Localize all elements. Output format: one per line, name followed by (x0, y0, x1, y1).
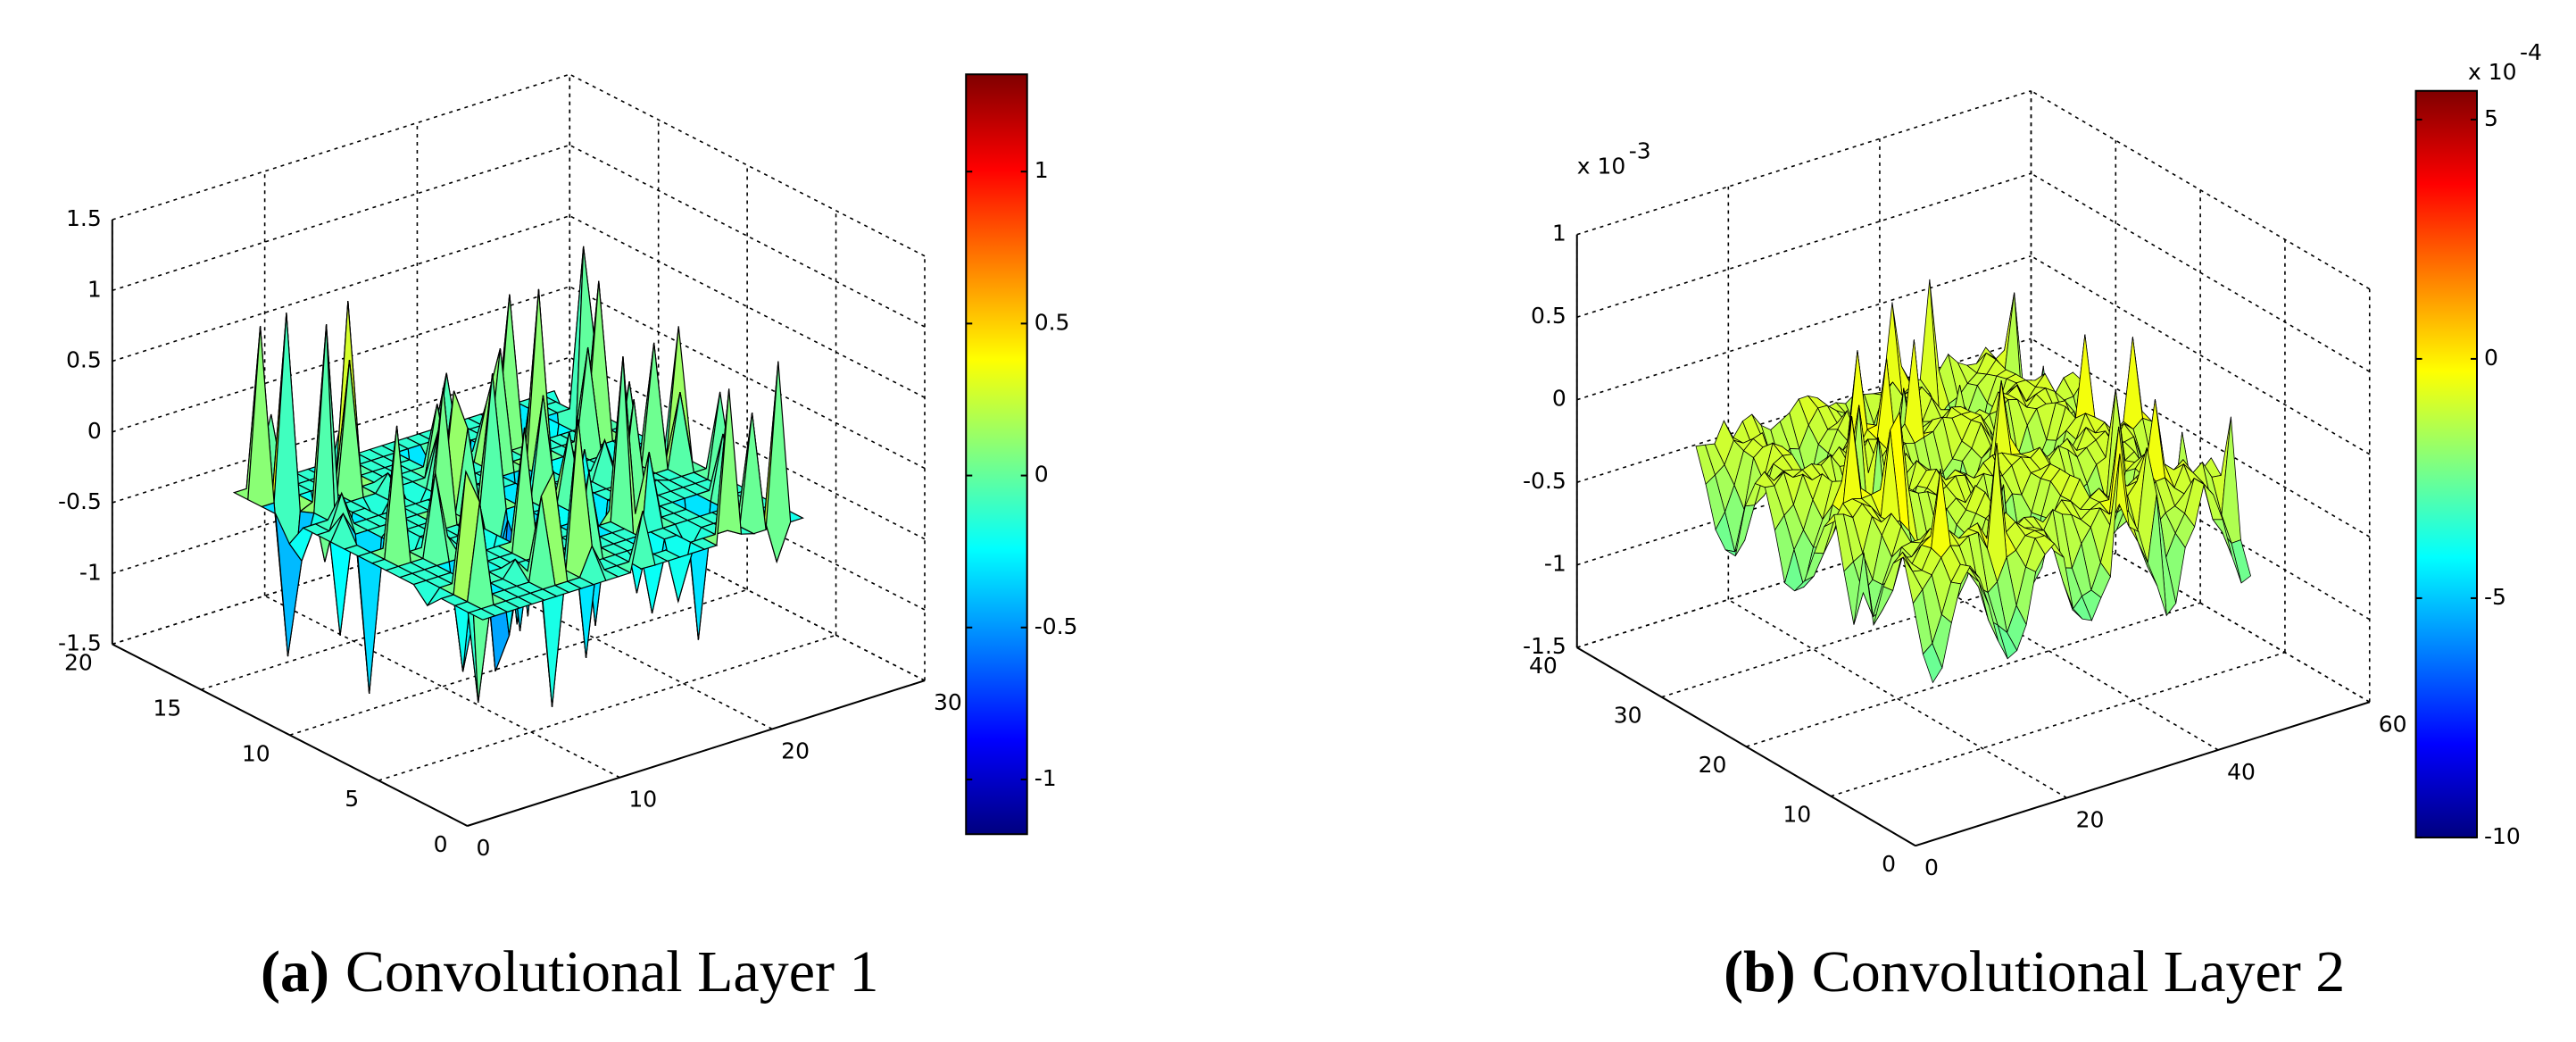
caption: (b) Convolutional Layer 2 (1724, 939, 2345, 1004)
colorbar-tick-label: 0.5 (1035, 309, 1070, 335)
grid-line (1830, 651, 2286, 797)
grid-line (378, 634, 836, 781)
x-tick-label: 0 (1924, 854, 1939, 880)
grid-line (1661, 552, 2116, 698)
colorbar-tick-label: -10 (2484, 823, 2521, 849)
grid-line (112, 144, 570, 292)
y-tick-label: 0 (1882, 851, 1896, 877)
colorbar (965, 73, 1028, 836)
colorbar-tick-label: 0 (2484, 345, 2498, 371)
grid-line (1576, 254, 2032, 401)
z-tick-label: -1.5 (1523, 633, 1566, 659)
x-tick-label: 40 (2227, 759, 2256, 785)
y-tick-label: 20 (64, 650, 93, 676)
y-tick-label: 15 (153, 695, 181, 721)
z-tick-label: -1.5 (58, 630, 102, 656)
grid-line (1576, 89, 2032, 236)
z-tick-label: 0.5 (66, 347, 102, 373)
x-tick-label: 10 (628, 787, 657, 813)
surface-illustration (1695, 279, 2252, 684)
grid-line (2031, 503, 2371, 703)
caption: (a) Convolutional Layer 1 (261, 939, 879, 1004)
surface-patch (1922, 642, 1943, 684)
grid-line (112, 214, 570, 363)
y-tick-label: 10 (1782, 802, 1811, 828)
colorbar-tick-label: 1 (1035, 157, 1049, 183)
axis-line (467, 679, 926, 827)
z-tick-label: 0 (1552, 386, 1566, 412)
surface-illustration (232, 246, 805, 707)
caption-text: Convolutional Layer 2 (1812, 939, 2346, 1004)
z-tick-label: -1 (79, 559, 102, 585)
colorbar-tick-label: -0.5 (1035, 613, 1078, 639)
z-tick-label: -1 (1544, 551, 1566, 577)
z-tick-label: 1 (87, 276, 102, 302)
y-tick-label: 0 (434, 831, 448, 857)
axis-line (1576, 646, 1916, 847)
colorbar-multiplier-exponent: -4 (2520, 39, 2542, 65)
grid-line (1879, 551, 2219, 751)
y-tick-label: 10 (242, 740, 270, 766)
grid-line (1746, 602, 2201, 747)
grid-line (2031, 255, 2371, 455)
x-tick-label: 20 (781, 738, 810, 763)
x-tick-label: 0 (477, 835, 491, 861)
z-tick-label: 0.5 (1531, 303, 1566, 329)
y-tick-label: 30 (1614, 703, 1642, 729)
caption-text: Convolutional Layer 1 (345, 939, 879, 1004)
z-tick-label: 1.5 (66, 205, 102, 231)
colorbar-multiplier: x 10 (2468, 59, 2517, 85)
colorbar-tick-label: -5 (2484, 584, 2506, 610)
grid-line (2031, 172, 2371, 372)
colorbar-tick-label: 0 (1035, 462, 1049, 488)
z-tick-label: -0.5 (1523, 468, 1566, 494)
y-tick-label: 20 (1699, 752, 1727, 778)
surface-patch (467, 608, 497, 621)
axis-line (112, 643, 469, 827)
grid-line (2031, 338, 2371, 538)
axis-line (1915, 701, 2371, 847)
x-tick-label: 30 (934, 689, 962, 715)
grid-line (2031, 421, 2371, 621)
grid-line (2031, 90, 2371, 290)
grid-line (264, 595, 620, 779)
colorbar (2414, 89, 2479, 838)
surface-patch (2123, 337, 2143, 430)
grid-line (569, 73, 926, 257)
surface-patch (763, 361, 792, 564)
z-tick-label: -0.5 (58, 488, 102, 514)
panel-label: (b) (1724, 939, 1796, 1004)
z-tick-label: 1 (1552, 221, 1566, 246)
z-multiplier-exponent: -3 (1629, 138, 1651, 164)
grid-line (569, 286, 926, 470)
grid-line (569, 144, 926, 328)
grid-line (569, 215, 926, 398)
z-multiplier: x 10 (1577, 154, 1626, 179)
surface-patch (356, 544, 384, 694)
y-tick-label: 5 (345, 786, 359, 812)
colorbar-tick-label: -1 (1035, 765, 1057, 791)
grid-line (1727, 598, 2067, 799)
grid-line (1576, 172, 2032, 318)
colorbar-tick-label: 5 (2484, 105, 2498, 131)
panel-label: (a) (261, 939, 329, 1004)
z-tick-label: 0 (87, 418, 102, 444)
surface-patch (2074, 334, 2096, 419)
x-tick-label: 60 (2379, 711, 2407, 737)
y-tick-label: 40 (1529, 653, 1558, 679)
x-tick-label: 20 (2076, 807, 2105, 833)
grid-line (112, 73, 570, 221)
